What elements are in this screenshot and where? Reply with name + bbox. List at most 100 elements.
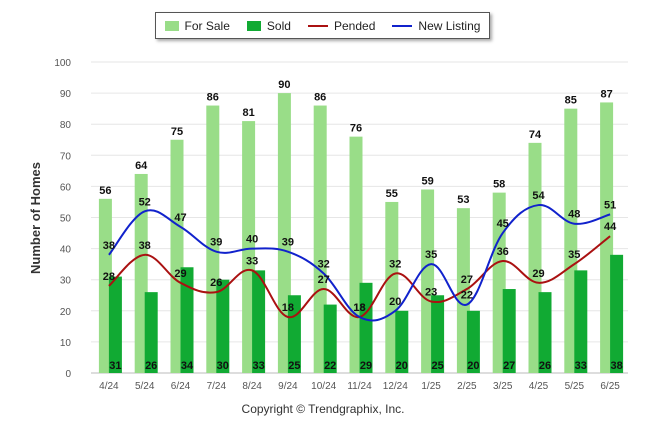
- bar-for-sale: [170, 139, 184, 373]
- data-label-for-sale: 55: [386, 188, 398, 200]
- data-label-sold: 26: [145, 360, 157, 372]
- bar-for-sale: [313, 105, 327, 373]
- data-label-pended: 18: [282, 302, 294, 314]
- y-tick-label: 0: [65, 369, 71, 380]
- bars: [98, 93, 624, 374]
- data-label-for-sale: 76: [350, 123, 362, 135]
- x-tick-label: 3/25: [493, 381, 513, 392]
- data-label-for-sale: 56: [99, 185, 111, 197]
- data-label-pended: 27: [461, 274, 473, 286]
- data-label-new-listing: 54: [532, 190, 545, 202]
- y-tick-label: 80: [60, 120, 72, 131]
- x-tick-label: 6/24: [171, 381, 191, 392]
- data-label-sold: 31: [109, 360, 121, 372]
- data-label-new-listing: 39: [210, 237, 222, 249]
- data-label-sold: 33: [575, 360, 587, 372]
- bar-for-sale: [242, 121, 256, 373]
- legend-label: Pended: [334, 18, 376, 33]
- data-label-for-sale: 53: [457, 194, 469, 206]
- data-label-sold: 20: [396, 360, 408, 372]
- x-tick-label: 4/25: [529, 381, 549, 392]
- bar-for-sale: [206, 105, 220, 373]
- data-label-new-listing: 22: [461, 290, 473, 302]
- data-label-new-listing: 39: [282, 237, 294, 249]
- data-label-new-listing: 38: [103, 240, 115, 252]
- data-label-new-listing: 52: [139, 196, 151, 208]
- bar-for-sale: [564, 108, 578, 374]
- bar-sold: [502, 289, 516, 373]
- bar-sold: [180, 267, 194, 373]
- data-label-new-listing: 45: [497, 218, 509, 230]
- y-tick-label: 100: [54, 58, 71, 69]
- bar-sold: [574, 270, 588, 373]
- legend-swatch: [246, 20, 261, 31]
- data-label-for-sale: 85: [565, 95, 577, 107]
- data-label-new-listing: 35: [425, 249, 437, 261]
- bar-for-sale: [528, 142, 542, 373]
- copyright-text: Copyright © Trendgraphix, Inc.: [241, 402, 405, 416]
- legend-swatch: [308, 24, 328, 27]
- legend-label: New Listing: [418, 18, 481, 33]
- x-tick-label: 5/25: [565, 381, 585, 392]
- legend-label: Sold: [266, 18, 291, 33]
- bar-sold: [466, 310, 480, 373]
- bar-sold: [538, 292, 552, 373]
- x-tick-label: 12/24: [383, 381, 408, 392]
- y-tick-label: 20: [60, 307, 72, 318]
- data-label-sold: 25: [288, 360, 300, 372]
- legend-item-sold[interactable]: Sold: [246, 18, 291, 33]
- x-tick-label: 9/24: [278, 381, 298, 392]
- x-tick-label: 2/25: [457, 381, 477, 392]
- data-label-new-listing: 18: [353, 302, 365, 314]
- legend-item-pended[interactable]: Pended: [308, 19, 375, 33]
- data-label-pended: 35: [568, 249, 580, 261]
- data-label-sold: 30: [217, 360, 229, 372]
- series-lines: [108, 204, 611, 322]
- data-label-pended: 23: [425, 286, 437, 298]
- x-tick-labels: 4/24 5/24 6/24 7/24 8/24 9/24 10/24 11/24 12/24 1…: [99, 381, 620, 392]
- y-tick-label: 40: [60, 245, 72, 256]
- bar-for-sale: [277, 93, 291, 373]
- legend-item-new-listing[interactable]: New Listing: [392, 19, 480, 33]
- data-label-pended: 32: [389, 258, 401, 270]
- data-label-sold: 38: [610, 360, 622, 372]
- data-label-sold: 20: [467, 360, 479, 372]
- data-label-for-sale: 86: [314, 92, 326, 104]
- bar-sold: [323, 304, 337, 373]
- data-label-for-sale: 74: [529, 129, 542, 141]
- bar-sold: [359, 282, 373, 373]
- data-labels: 56 31 64 26 75 34 86 30 81 33 90 25 86 22 76 29 55 20 59 25…: [99, 79, 622, 372]
- x-tick-label: 11/24: [347, 381, 372, 392]
- x-tick-label: 4/24: [99, 381, 119, 392]
- data-label-for-sale: 64: [135, 160, 148, 172]
- x-tick-label: 10/24: [311, 381, 336, 392]
- series-line-new-listing: [108, 204, 611, 322]
- bar-sold: [252, 270, 266, 373]
- x-tick-label: 7/24: [207, 381, 227, 392]
- data-label-sold: 33: [252, 360, 264, 372]
- data-label-for-sale: 90: [278, 79, 290, 91]
- legend-swatch: [164, 20, 179, 31]
- data-label-pended: 29: [532, 268, 544, 280]
- data-label-new-listing: 40: [246, 234, 258, 246]
- bar-for-sale: [349, 136, 363, 373]
- x-tick-label: 5/24: [135, 381, 155, 392]
- bar-for-sale: [492, 192, 506, 373]
- bar-sold: [395, 310, 409, 373]
- data-label-sold: 26: [539, 360, 551, 372]
- bar-for-sale: [385, 201, 399, 373]
- data-label-pended: 36: [497, 246, 509, 258]
- data-label-for-sale: 86: [207, 92, 219, 104]
- legend-swatch: [392, 24, 413, 27]
- data-label-for-sale: 59: [421, 176, 433, 188]
- data-label-sold: 22: [324, 360, 336, 372]
- bar-sold: [610, 254, 624, 373]
- data-label-sold: 27: [503, 360, 515, 372]
- data-label-for-sale: 58: [493, 179, 505, 191]
- data-label-for-sale: 75: [171, 126, 183, 138]
- legend: For Sale Sold Pended New Listing: [155, 12, 490, 39]
- legend-item-for-sale[interactable]: For Sale: [164, 18, 230, 33]
- legend-label: For Sale: [184, 18, 230, 33]
- x-tick-label: 1/25: [421, 381, 441, 392]
